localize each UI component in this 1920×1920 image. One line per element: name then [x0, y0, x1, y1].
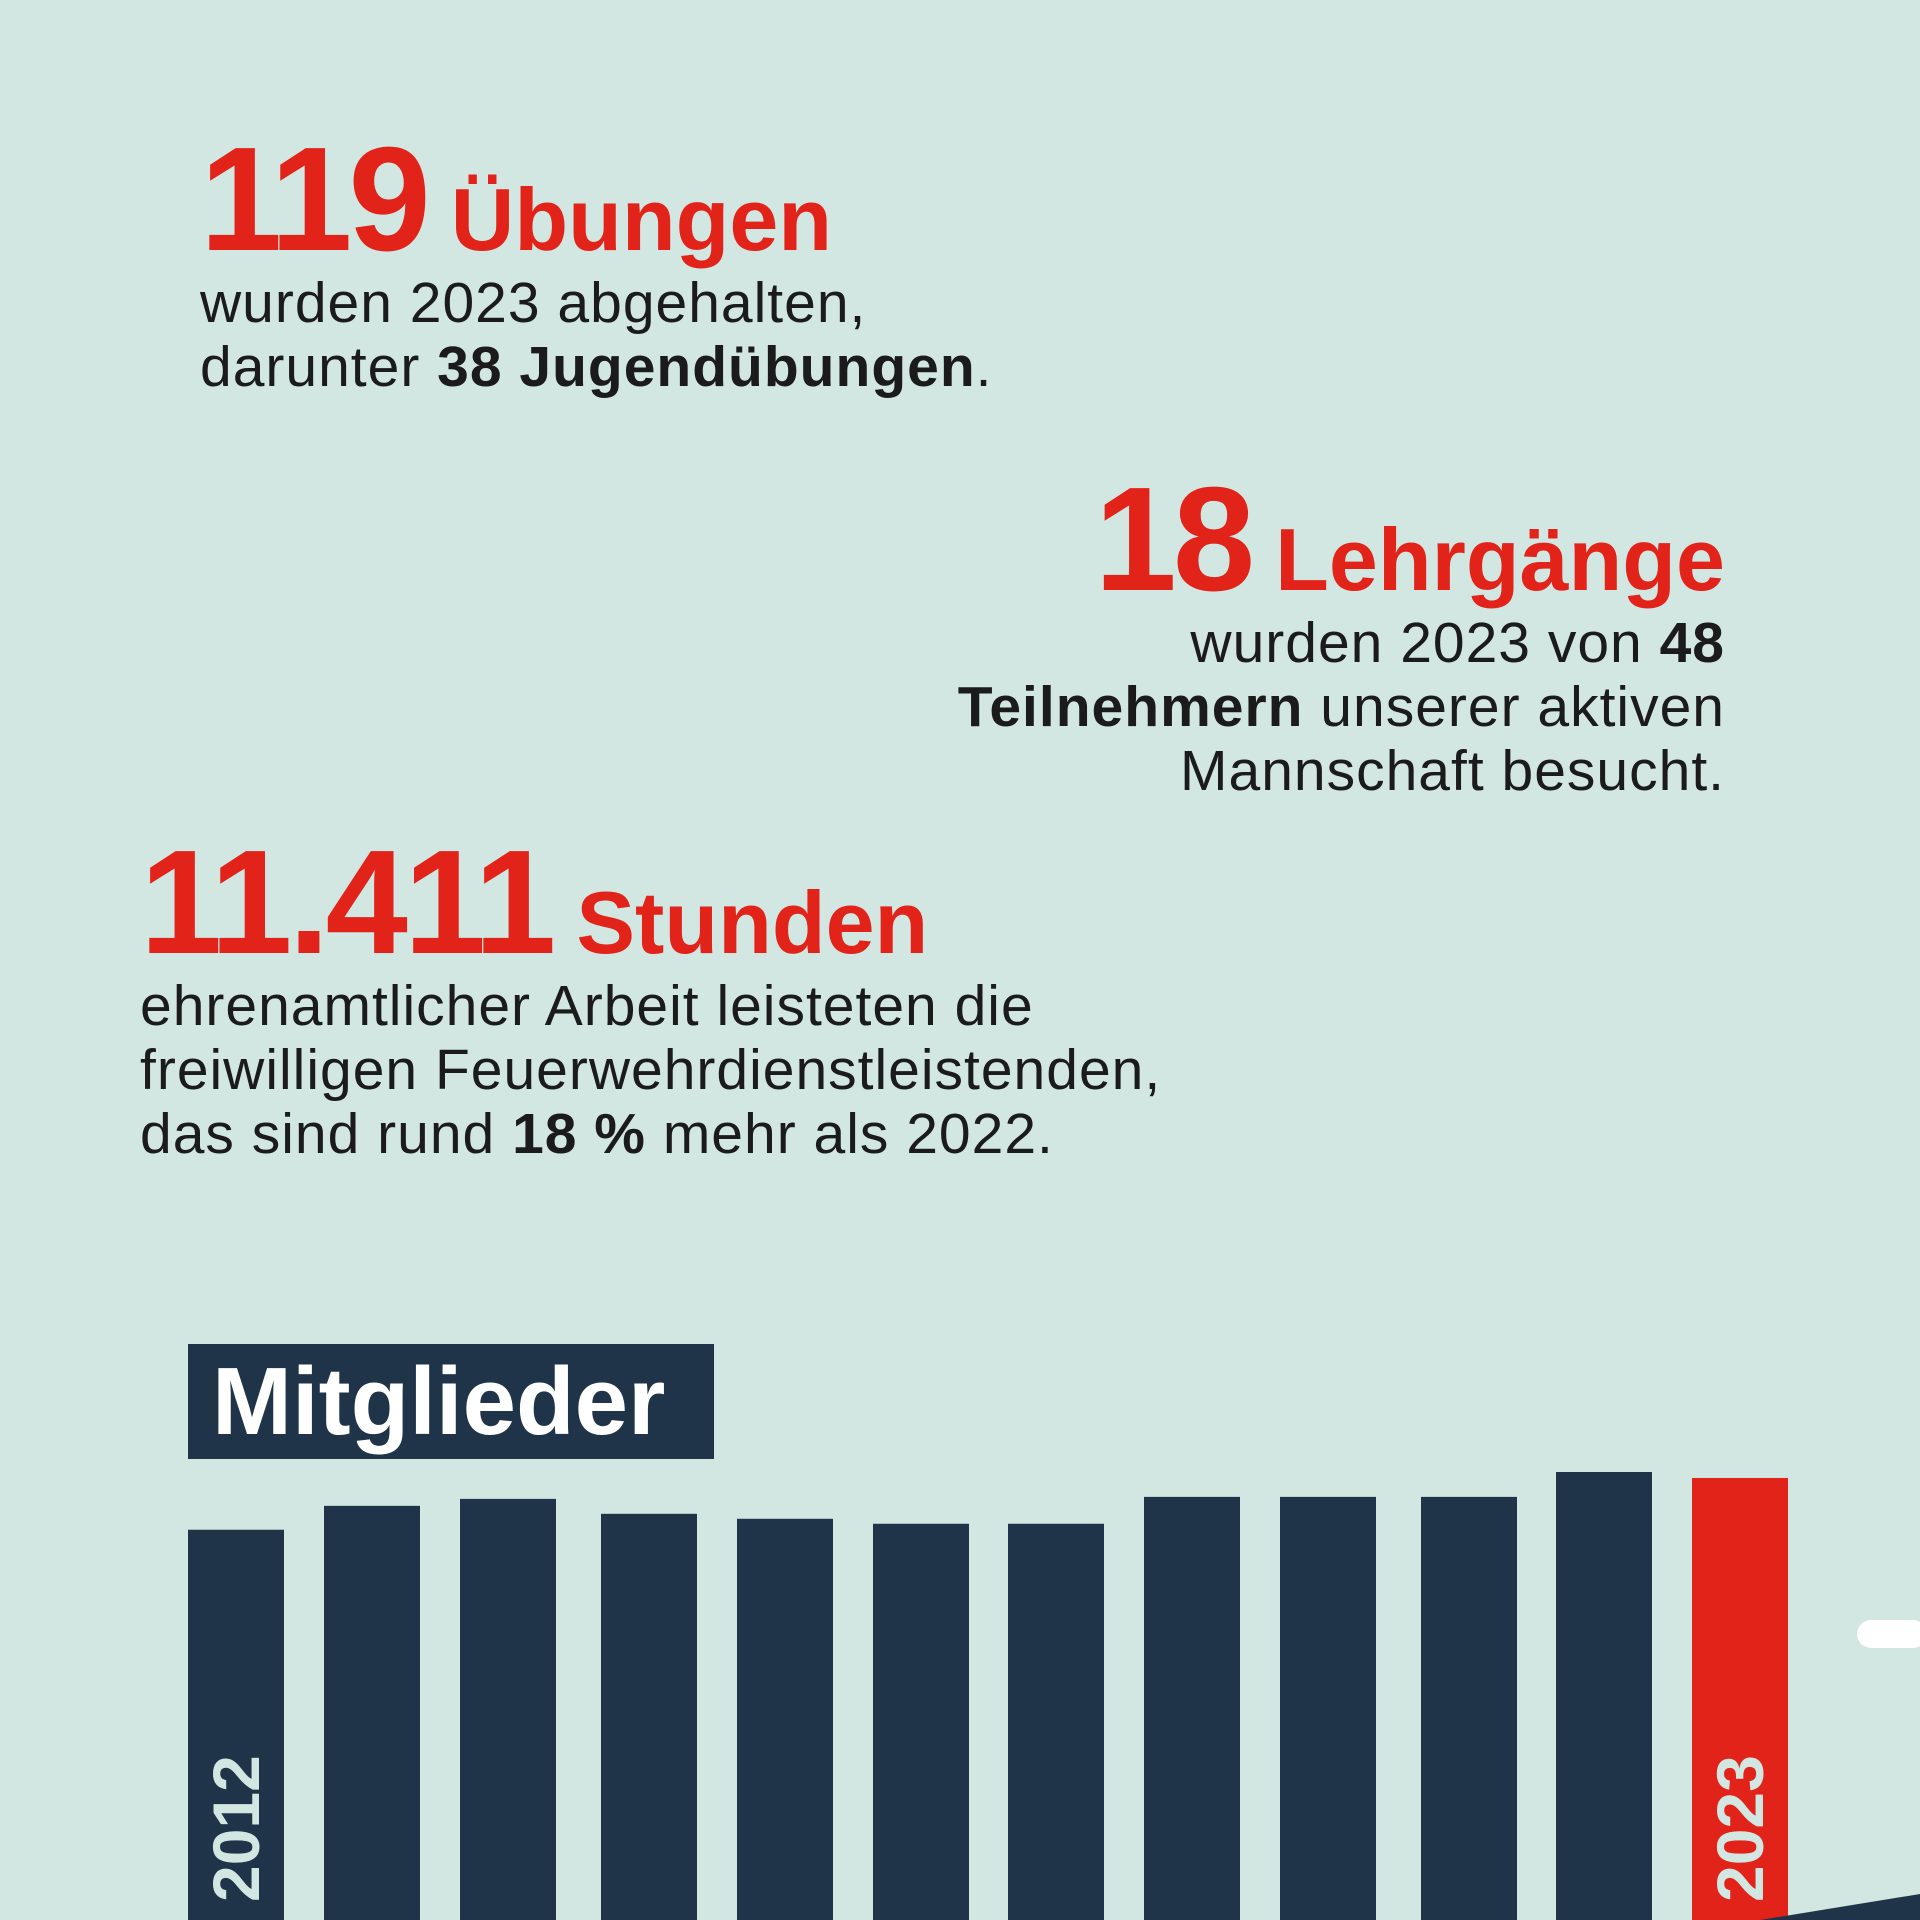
- stat-headline: 18 Lehrgänge: [958, 466, 1725, 614]
- bar-2015: [601, 1513, 697, 1920]
- bar-2018: [1008, 1523, 1104, 1920]
- bar-2012: [188, 1529, 284, 1920]
- highlight-text: Teilnehmern: [957, 675, 1304, 739]
- bar-2022: [1556, 1472, 1652, 1920]
- stat-headline: 119 Übungen: [200, 126, 993, 274]
- bar-2020: [1280, 1496, 1376, 1920]
- bar-label-2012: 2012: [199, 1755, 273, 1902]
- description-line: das sind rund 18 % mehr als 2022.: [140, 1102, 1161, 1166]
- description-text: darunter: [200, 335, 438, 399]
- stat-description: wurden 2023 abgehalten, darunter 38 Jugen…: [200, 271, 993, 399]
- description-text: ehrenamtlicher Arbeit leisteten die: [140, 974, 1034, 1038]
- bar-label-2023: 2023: [1703, 1755, 1777, 1902]
- stat-description: wurden 2023 von 48 Teilnehmern unserer ak…: [958, 611, 1725, 803]
- highlight-text: 18 %: [512, 1102, 646, 1166]
- description-text: unserer aktiven: [1303, 675, 1725, 739]
- bar-2016: [737, 1518, 833, 1920]
- stat-exercises: 119 Übungen wurden 2023 abgehalten, darunt…: [200, 126, 993, 400]
- stat-courses: 18 Lehrgänge wurden 2023 von 48 Teilnehmer…: [958, 466, 1725, 804]
- stat-number: 18: [1094, 457, 1256, 622]
- bar-2013: [324, 1505, 420, 1920]
- decorative-navy-wedge: [1760, 1894, 1920, 1920]
- description-line: Mannschaft besucht.: [958, 739, 1725, 803]
- description-text: wurden 2023 von: [1190, 611, 1660, 675]
- decorative-corner-shape: [1760, 1894, 1920, 1920]
- bar-2021: [1421, 1496, 1517, 1920]
- description-line: wurden 2023 von 48: [958, 611, 1725, 675]
- stat-number: 119: [200, 117, 431, 282]
- description-text: das sind rund: [140, 1102, 513, 1166]
- highlight-text: 38 Jugendübungen: [437, 335, 976, 399]
- description-text: wurden 2023 abgehalten,: [200, 271, 867, 335]
- bar-2017: [873, 1523, 969, 1920]
- description-line: wurden 2023 abgehalten,: [200, 271, 993, 335]
- description-line: freiwilligen Feuerwehrdienstleistenden,: [140, 1038, 1161, 1102]
- stat-unit: Übungen: [450, 170, 833, 269]
- decorative-shape: [1857, 1620, 1920, 1648]
- description-text: freiwilligen Feuerwehrdienstleistenden,: [140, 1038, 1162, 1102]
- description-line: Teilnehmern unserer aktiven: [958, 675, 1725, 739]
- bar-2023: [1692, 1477, 1788, 1920]
- description-text: mehr als 2022.: [645, 1102, 1054, 1166]
- stat-hours: 11.411 Stunden ehrenamtlicher Arbeit leis…: [140, 829, 1161, 1167]
- stat-headline: 11.411 Stunden: [140, 829, 1161, 977]
- stat-number: 11.411: [140, 820, 556, 985]
- decorative-white-bar: [1857, 1620, 1920, 1648]
- description-text: Mannschaft besucht.: [1180, 739, 1725, 803]
- stat-unit: Lehrgänge: [1275, 510, 1725, 609]
- description-text: .: [975, 335, 993, 399]
- stat-description: ehrenamtlicher Arbeit leisteten die freiw…: [140, 974, 1161, 1166]
- stat-unit: Stunden: [576, 873, 929, 972]
- bar-2019: [1144, 1496, 1240, 1920]
- description-line: ehrenamtlicher Arbeit leisteten die: [140, 974, 1161, 1038]
- description-line: darunter 38 Jugendübungen.: [200, 335, 993, 399]
- highlight-text: 48: [1659, 611, 1725, 675]
- chart-title: Mitglieder: [188, 1344, 714, 1459]
- bar-2014: [460, 1498, 556, 1920]
